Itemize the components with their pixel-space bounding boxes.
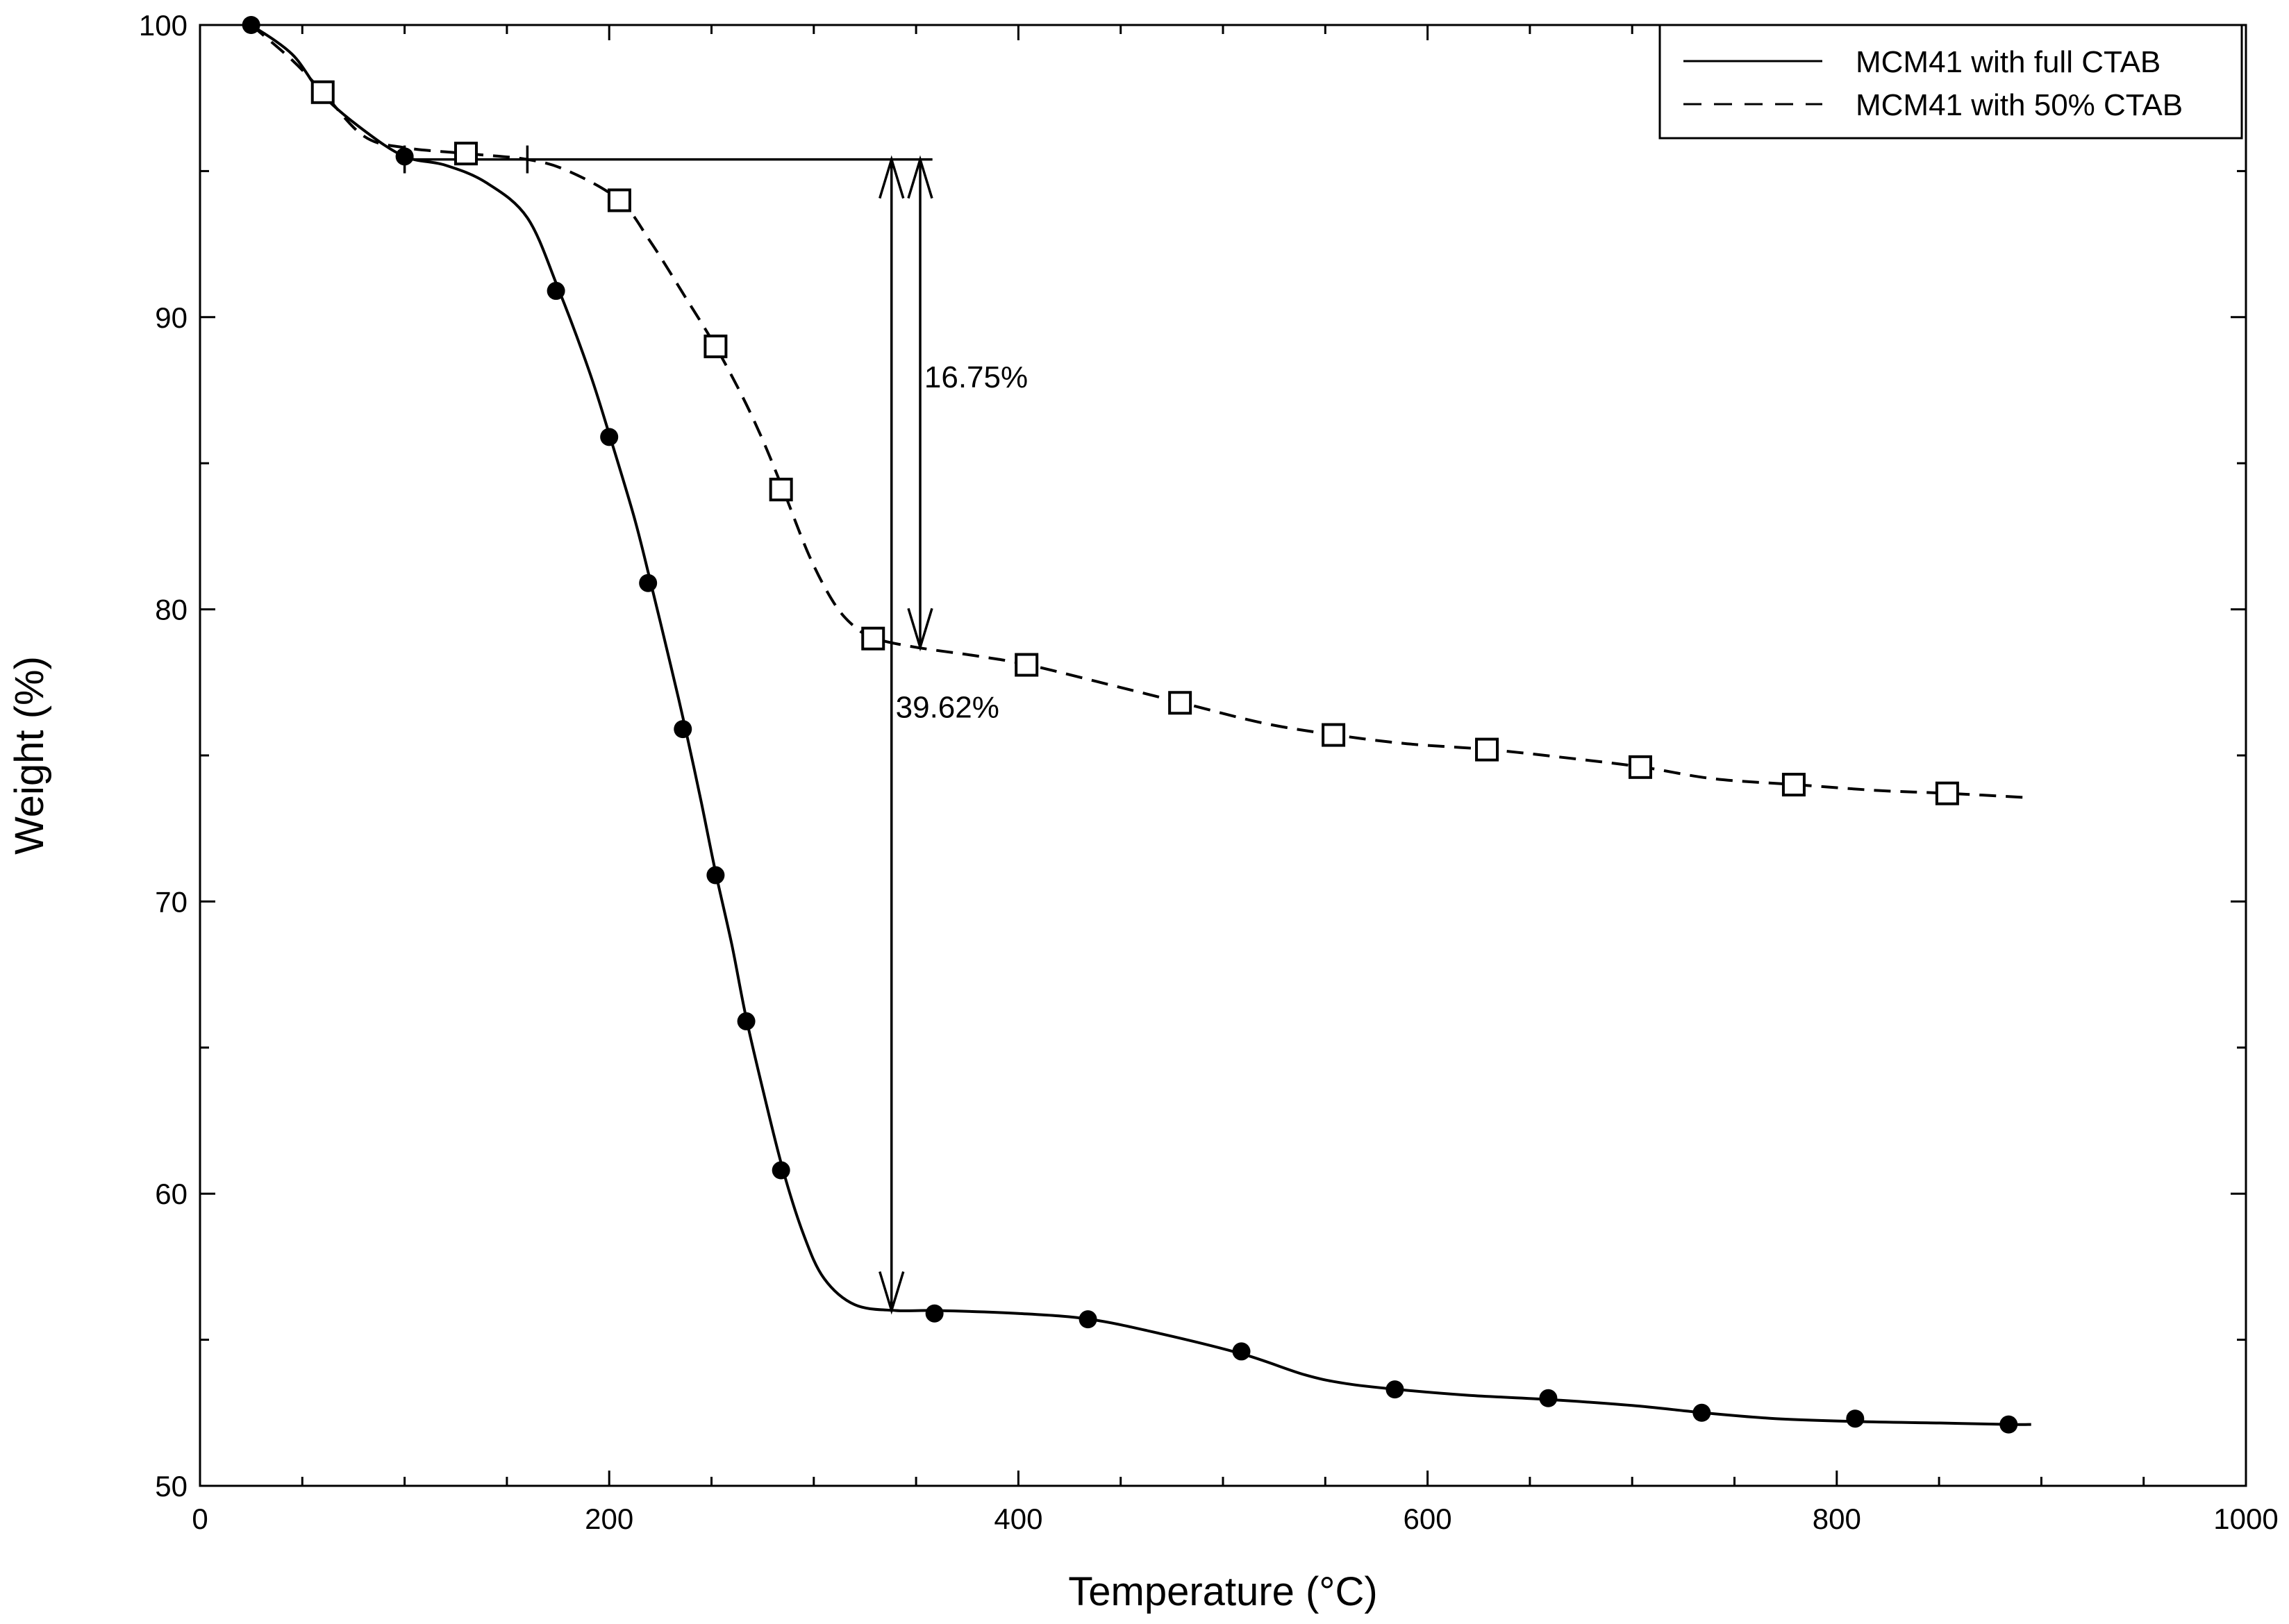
data-point-full-ctab xyxy=(395,147,414,166)
arrow-head xyxy=(879,155,905,199)
y-tick-label: 60 xyxy=(155,1178,188,1210)
data-point-full-ctab xyxy=(1232,1342,1251,1361)
annotations: 39.62% 16.75% xyxy=(403,145,1028,1315)
legend-label-50-ctab: MCM41 with 50% CTAB xyxy=(1856,88,2183,122)
data-point-full-ctab xyxy=(1692,1403,1711,1422)
data-point-50-ctab xyxy=(1168,691,1192,715)
data-point-50-ctab xyxy=(310,80,335,104)
data-point-50-ctab xyxy=(1322,723,1346,747)
data-point-full-ctab xyxy=(547,281,565,300)
axis-ticks: 0 200 400 600 800 1000 50 60 70 80 90 100 xyxy=(139,9,2279,1535)
data-point-50-ctab xyxy=(607,188,631,212)
data-point-full-ctab xyxy=(600,428,619,446)
data-point-50-ctab xyxy=(453,142,478,166)
legend: MCM41 with full CTAB MCM41 with 50% CTAB xyxy=(1658,24,2243,140)
data-point-full-ctab xyxy=(1539,1389,1558,1407)
arrow-head xyxy=(879,1271,905,1315)
data-point-50-ctab xyxy=(861,626,885,651)
data-point-50-ctab xyxy=(1935,781,1959,805)
legend-label-full-ctab: MCM41 with full CTAB xyxy=(1856,45,2161,79)
data-point-50-ctab xyxy=(1475,737,1499,762)
data-point-50-ctab xyxy=(1015,653,1039,677)
data-point-50-ctab xyxy=(1781,773,1806,797)
y-axis-title: Weight (%) xyxy=(7,656,52,855)
weight-loss-label: 39.62% xyxy=(896,690,999,724)
data-point-full-ctab xyxy=(639,574,658,592)
plot-frame xyxy=(199,24,2247,1487)
x-tick-label: 800 xyxy=(1813,1502,1861,1535)
data-point-50-ctab xyxy=(1628,755,1652,779)
series-markers xyxy=(242,16,2018,1434)
data-point-full-ctab xyxy=(1385,1380,1404,1399)
data-point-full-ctab xyxy=(674,720,692,739)
data-point-full-ctab xyxy=(925,1304,944,1323)
x-tick-label: 600 xyxy=(1404,1502,1452,1535)
x-axis-title: Temperature (°C) xyxy=(1068,1569,1377,1614)
series-curves xyxy=(250,25,2031,1426)
data-point-50-ctab xyxy=(704,334,728,358)
x-tick-label: 400 xyxy=(994,1502,1042,1535)
data-point-50-ctab xyxy=(769,478,793,502)
data-point-full-ctab xyxy=(1999,1415,2018,1434)
legend-box xyxy=(1658,24,2243,140)
y-tick-label: 100 xyxy=(139,9,188,42)
x-tick-label: 0 xyxy=(192,1502,208,1535)
weight-loss-label: 16.75% xyxy=(924,360,1028,394)
data-point-full-ctab xyxy=(772,1161,790,1180)
data-point-full-ctab xyxy=(242,16,260,34)
data-point-full-ctab xyxy=(1079,1310,1097,1329)
data-point-full-ctab xyxy=(737,1012,756,1030)
y-tick-label: 80 xyxy=(155,594,188,626)
arrow-head xyxy=(907,155,933,199)
y-tick-label: 70 xyxy=(155,885,188,918)
series-line-full-ctab xyxy=(250,25,2031,1426)
series-line-50-ctab xyxy=(250,25,2031,799)
data-point-full-ctab xyxy=(706,866,725,885)
x-tick-label: 1000 xyxy=(2213,1502,2278,1535)
y-tick-label: 50 xyxy=(155,1470,188,1502)
arrow-head xyxy=(907,608,933,652)
y-tick-label: 90 xyxy=(155,301,188,334)
data-point-full-ctab xyxy=(1846,1409,1865,1428)
x-tick-label: 200 xyxy=(585,1502,633,1535)
